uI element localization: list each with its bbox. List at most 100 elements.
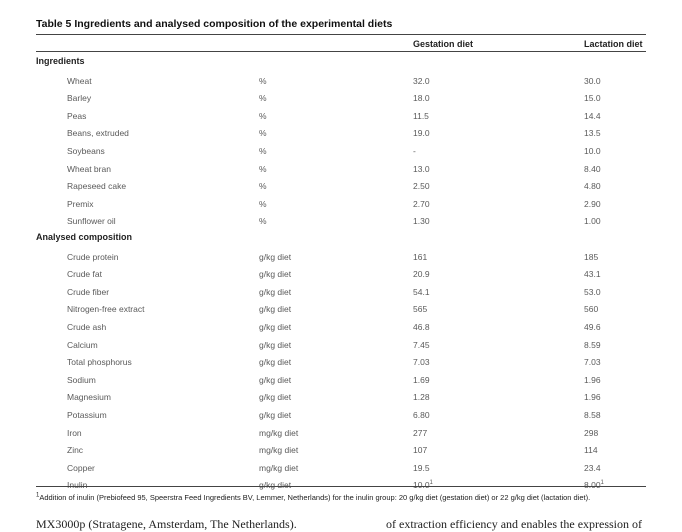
row-unit: g/kg diet xyxy=(259,357,291,367)
row-lactation-value: 1.96 xyxy=(584,375,601,385)
row-name-text: Crude fat xyxy=(67,269,102,280)
table-row: Inulin g/kg diet 10.01 8.001 xyxy=(36,480,646,497)
row-lactation-value-text: 1.00 xyxy=(584,216,601,227)
row-unit: mg/kg diet xyxy=(259,428,298,438)
row-gestation-value-text: 7.03 xyxy=(413,357,430,368)
row-name-text: Rapeseed cake xyxy=(67,181,127,192)
row-gestation-value-text: 1.30 xyxy=(413,216,430,227)
row-unit-text: mg/kg diet xyxy=(259,462,299,473)
row-unit: g/kg diet xyxy=(259,392,291,402)
row-name-text: Sodium xyxy=(67,374,96,385)
row-lactation-value: 7.03 xyxy=(584,357,601,367)
row-name-text: Potassium xyxy=(67,410,107,420)
table-row: Crude protein g/kg diet 161 185 xyxy=(36,252,646,269)
row-lactation-value-text: 23.4 xyxy=(584,462,601,473)
section-label: Analysed composition xyxy=(36,232,133,242)
row-gestation-value: 7.45 xyxy=(413,340,430,350)
row-gestation-value: 19.5 xyxy=(413,463,430,473)
row-lactation-value: 8.40 xyxy=(584,164,601,174)
row-lactation-value-text: 30.0 xyxy=(584,75,601,86)
table-row: Iron mg/kg diet 277 298 xyxy=(36,428,646,445)
row-lactation-value-text: 185 xyxy=(584,251,599,262)
row-lactation-value: 1.96 xyxy=(584,392,601,402)
row-name-text: Beans, extruded xyxy=(67,128,129,139)
row-name-text: Premix xyxy=(67,198,94,209)
row-lactation-value: 53.0 xyxy=(584,287,601,297)
row-gestation-value-text: - xyxy=(413,146,416,156)
row-gestation-value-text: 277 xyxy=(413,427,428,438)
row-unit: g/kg diet xyxy=(259,322,291,332)
table-bottom-rule xyxy=(36,486,646,487)
table-row: Crude fiber g/kg diet 54.1 53.0 xyxy=(36,287,646,304)
column-header-gestation: Gestation diet xyxy=(413,39,474,49)
body-text-right: of extraction efficiency and enables the… xyxy=(386,517,643,531)
row-name-text: Sunflower oil xyxy=(67,216,116,227)
row-gestation-value: 565 xyxy=(413,304,427,314)
row-unit-text: % xyxy=(259,216,267,227)
row-name-text: Zinc xyxy=(67,445,84,456)
row-unit: g/kg diet xyxy=(259,269,291,279)
row-gestation-value: 11.5 xyxy=(413,111,429,121)
row-unit-text: % xyxy=(259,110,267,121)
row-name: Peas xyxy=(67,111,86,121)
table-header-rule xyxy=(36,51,646,52)
row-lactation-value-text: 53.0 xyxy=(584,286,601,297)
row-lactation-value-text: 1.96 xyxy=(584,392,601,403)
row-lactation-value: 49.6 xyxy=(584,322,601,332)
row-unit-text: g/kg diet xyxy=(259,392,292,403)
row-unit-text: % xyxy=(259,128,267,139)
row-lactation-value-text: 13.5 xyxy=(584,128,601,139)
row-name-text: Copper xyxy=(67,462,95,473)
row-unit: % xyxy=(259,128,267,138)
row-name-text: Nitrogen-free extract xyxy=(67,304,145,315)
row-lactation-value: 2.90 xyxy=(584,199,601,209)
row-gestation-value-text: 54.1 xyxy=(413,286,430,297)
table-row: Sunflower oil% 1.30 1.00 xyxy=(36,216,646,233)
row-gestation-value-text: 46.8 xyxy=(413,322,430,332)
row-lactation-value: 298 xyxy=(584,428,598,438)
row-unit: % xyxy=(259,76,267,86)
row-lactation-value: 23.4 xyxy=(584,463,601,473)
table-row: Soybeans% - 10.0 xyxy=(36,146,646,163)
row-gestation-value-text: 7.45 xyxy=(413,339,430,350)
row-lactation-value-text: 8.58 xyxy=(584,410,601,420)
row-gestation-value: 6.80 xyxy=(413,410,430,420)
row-gestation-value-text: 10.0 xyxy=(413,480,430,491)
table-row: Copper mg/kg diet 19.5 23.4 xyxy=(36,463,646,480)
row-lactation-value-text: 43.1 xyxy=(584,269,601,280)
row-lactation-value: 4.80 xyxy=(584,181,601,191)
row-gestation-value: 10.01 xyxy=(413,480,433,490)
row-lactation-value-text: 560 xyxy=(584,304,599,315)
row-gestation-value: 1.69 xyxy=(413,375,430,385)
row-lactation-value: 14.4 xyxy=(584,111,601,121)
table-row: Potassium g/kg diet 6.80 8.58 xyxy=(36,410,646,427)
row-name: Zinc xyxy=(67,445,83,455)
row-gestation-value: 2.70 xyxy=(413,199,430,209)
table-row: Crude ash g/kg diet 46.8 49.6 xyxy=(36,322,646,339)
row-gestation-value-text: 6.80 xyxy=(413,410,430,420)
row-name-text: Peas xyxy=(67,110,87,121)
row-name: Magnesium xyxy=(67,392,111,402)
row-name: Crude fiber xyxy=(67,287,109,297)
row-name-text: Total phosphorus xyxy=(67,357,132,368)
row-gestation-value: 277 xyxy=(413,428,427,438)
row-name: Nitrogen-free extract xyxy=(67,304,144,314)
row-gestation-value: 7.03 xyxy=(413,357,430,367)
row-name: Calcium xyxy=(67,340,98,350)
row-lactation-value: 13.5 xyxy=(584,128,601,138)
table-row: Wheat bran% 13.0 8.40 xyxy=(36,164,646,181)
row-gestation-value: 2.50 xyxy=(413,181,430,191)
row-gestation-value-text: 107 xyxy=(413,445,428,456)
row-gestation-value-text: 18.0 xyxy=(413,93,430,104)
row-name-text: Barley xyxy=(67,93,92,104)
row-unit-text: % xyxy=(259,163,267,174)
row-gestation-value-text: 1.69 xyxy=(413,374,430,385)
row-unit-text: % xyxy=(259,198,267,209)
row-unit-text: % xyxy=(259,146,267,156)
row-name: Wheat xyxy=(67,76,92,86)
table-row: Barley% 18.0 15.0 xyxy=(36,93,646,110)
row-name: Soybeans xyxy=(67,146,105,156)
row-name-text: Calcium xyxy=(67,339,98,350)
row-gestation-value: 1.28 xyxy=(413,392,430,402)
row-unit-text: % xyxy=(259,93,267,104)
